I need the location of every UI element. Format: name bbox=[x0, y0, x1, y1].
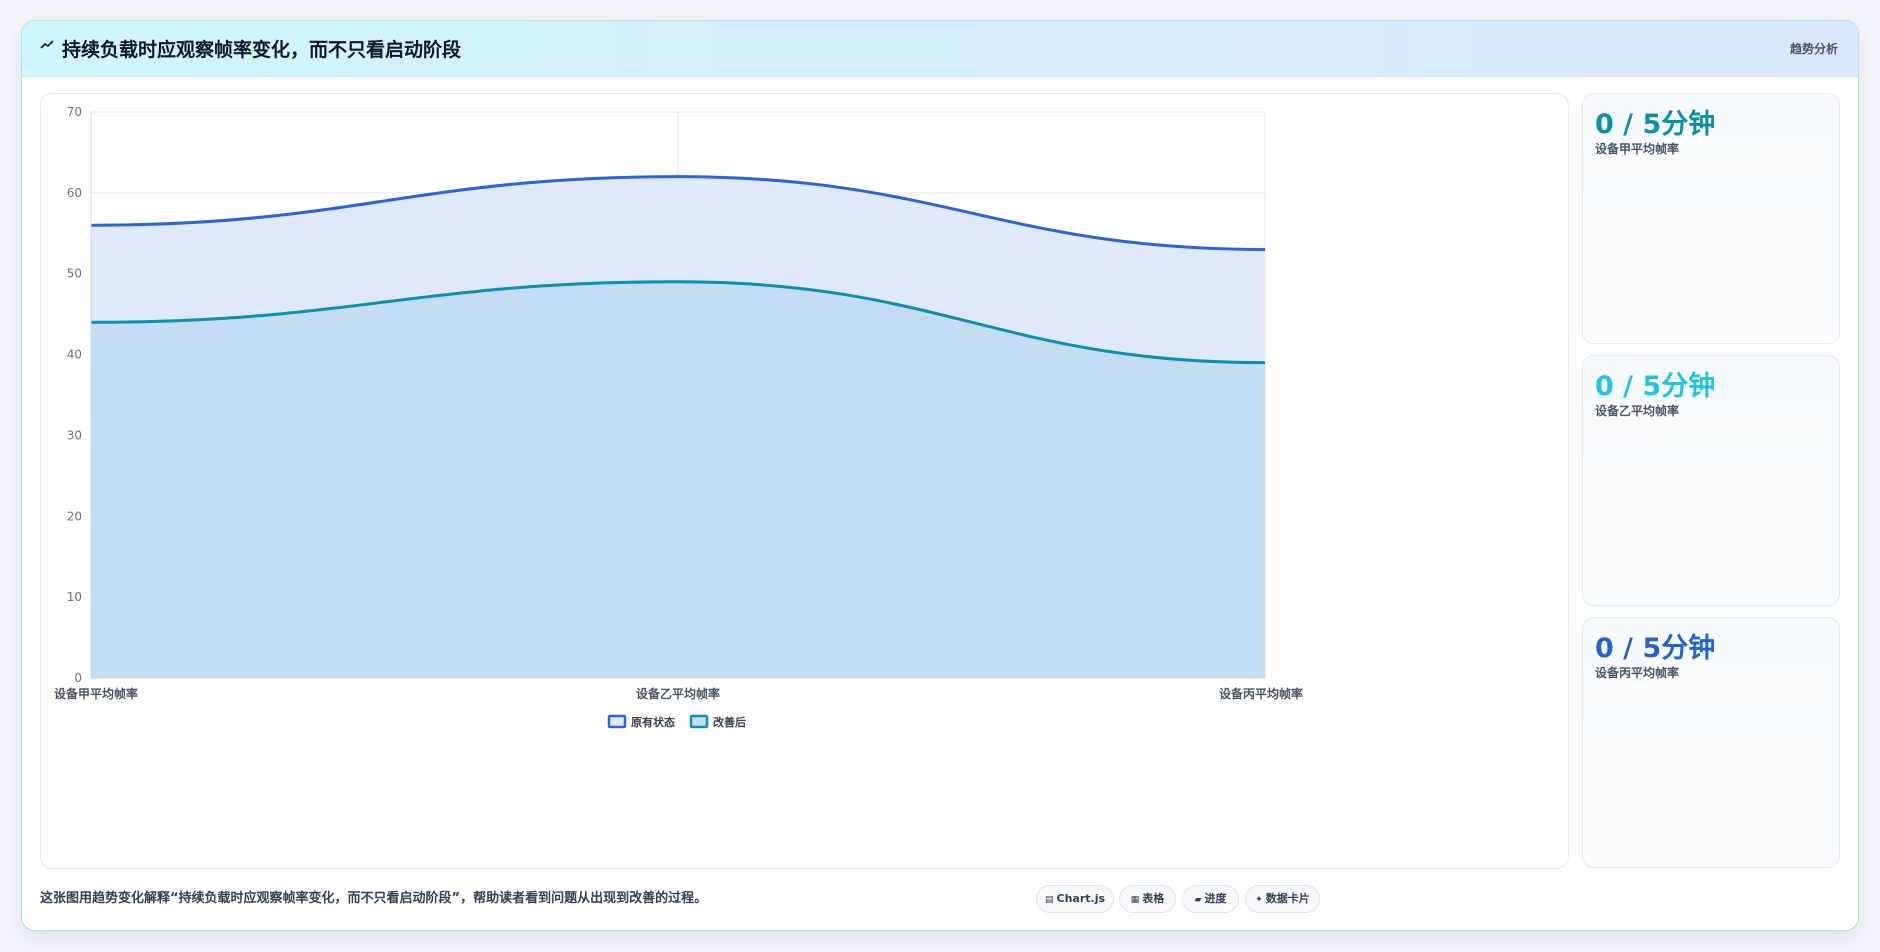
stat-label: 设备丙平均帧率 bbox=[1595, 666, 1680, 680]
pill-data-card[interactable]: ✦ 数据卡片 bbox=[1245, 885, 1320, 913]
y-tick-label: 50 bbox=[67, 267, 82, 281]
x-tick-label: 设备乙平均帧率 bbox=[636, 686, 720, 701]
stat-value: 0 / 5分钟 bbox=[1595, 371, 1716, 402]
y-tick-label: 10 bbox=[67, 590, 82, 604]
y-tick-label: 0 bbox=[74, 671, 82, 685]
chart-panel: 0 10 20 30 40 50 60 70 设备甲平均帧率 设备乙平均帧率 设备丙平均帧率原有状态… bbox=[40, 93, 1569, 869]
series-line-1 bbox=[90, 280, 1266, 365]
pill-progress[interactable]: ▰ 进度 bbox=[1182, 885, 1239, 913]
y-tick-label: 40 bbox=[67, 348, 82, 362]
stat-label: 设备乙平均帧率 bbox=[1595, 404, 1680, 418]
series-area-1 bbox=[91, 281, 1265, 678]
table-icon: ▦ bbox=[1130, 895, 1140, 905]
card-header: 持续负载时应观察帧率变化，而不只看启动阶段 趋势分析 bbox=[22, 21, 1858, 77]
chart-description: 这张图用趋势变化解释“持续负载时应观察帧率变化，而不只看启动阶段”，帮助读者看到… bbox=[40, 891, 708, 906]
data-card-icon: ✦ bbox=[1255, 895, 1263, 905]
pill-chartjs[interactable]: ▤ Chart.js bbox=[1036, 885, 1114, 913]
pill-label: 进度 bbox=[1204, 892, 1227, 905]
legend-swatch-0 bbox=[607, 714, 627, 729]
trend-icon bbox=[40, 38, 58, 56]
legend-label-1: 改善后 bbox=[713, 715, 746, 729]
chart-card: 持续负载时应观察帧率变化，而不只看启动阶段 趋势分析 0 10 20 30 40 50 60… bbox=[21, 20, 1859, 931]
progress-icon: ▰ bbox=[1194, 895, 1202, 905]
stat-label: 设备甲平均帧率 bbox=[1595, 142, 1680, 156]
y-tick-label: 60 bbox=[67, 186, 82, 200]
x-tick-label: 设备丙平均帧率 bbox=[1219, 686, 1303, 701]
stat-value: 0 / 5分钟 bbox=[1595, 633, 1716, 664]
pill-label: 数据卡片 bbox=[1265, 892, 1310, 905]
stat-card-device-c: 0 / 5分钟 设备丙平均帧率 bbox=[1582, 617, 1840, 868]
legend-label-0: 原有状态 bbox=[631, 715, 675, 729]
stat-card-device-b: 0 / 5分钟 设备乙平均帧率 bbox=[1582, 355, 1840, 606]
stat-card-device-a: 0 / 5分钟 设备甲平均帧率 bbox=[1582, 93, 1840, 344]
header-tag: 趋势分析 bbox=[1789, 42, 1838, 56]
page-title: 持续负载时应观察帧率变化，而不只看启动阶段 bbox=[62, 39, 462, 61]
stat-value: 0 / 5分钟 bbox=[1595, 109, 1716, 140]
pill-label: 表格 bbox=[1142, 892, 1165, 905]
y-tick-label: 30 bbox=[67, 428, 82, 442]
chart-icon: ▤ bbox=[1044, 895, 1054, 905]
legend-swatch-1 bbox=[689, 714, 709, 729]
area-chart: 0 10 20 30 40 50 60 70 设备甲平均帧率 设备乙平均帧率 设备丙平均帧率原有状态… bbox=[54, 105, 1303, 729]
x-tick-label: 设备甲平均帧率 bbox=[54, 686, 138, 701]
y-tick-label: 20 bbox=[67, 509, 82, 523]
y-tick-label: 70 bbox=[67, 105, 82, 119]
pill-table[interactable]: ▦ 表格 bbox=[1119, 885, 1176, 913]
pill-label: Chart.js bbox=[1056, 892, 1106, 905]
